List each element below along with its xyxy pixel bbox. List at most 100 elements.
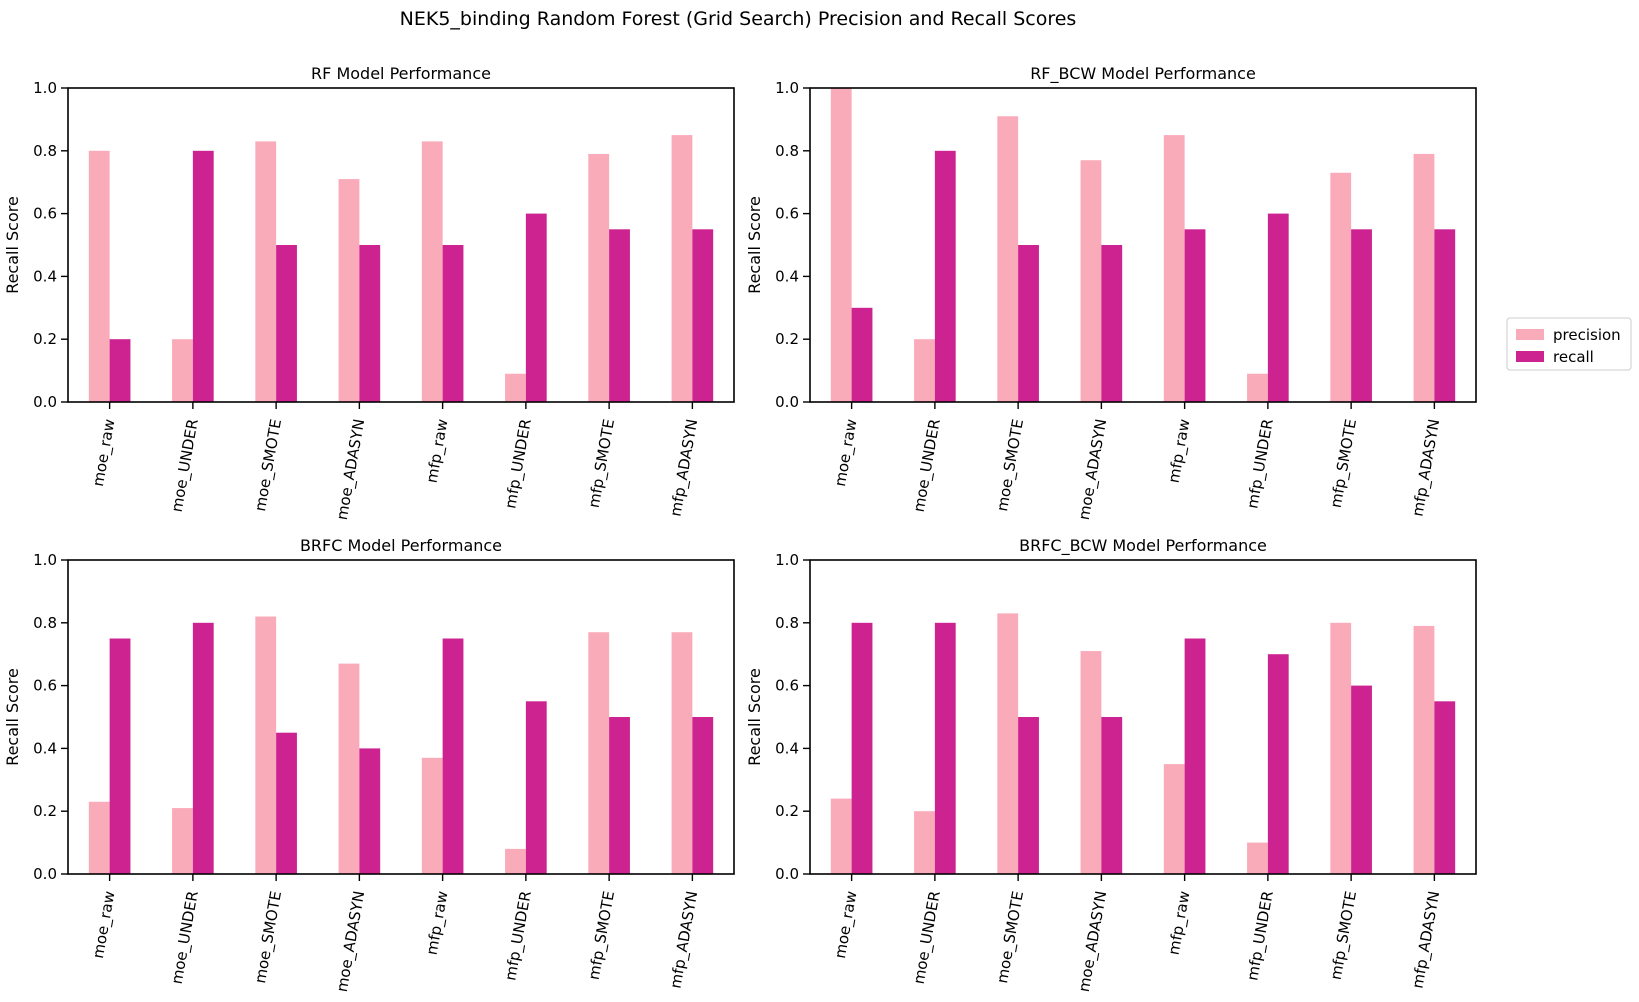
bar-precision-mfp_UNDER	[1247, 842, 1268, 874]
y-tick-label: 0.8	[33, 614, 57, 632]
y-tick-label: 0.6	[775, 205, 799, 223]
y-tick-label: 0.6	[775, 677, 799, 695]
bar-recall-moe_UNDER	[934, 622, 956, 874]
y-tick-label: 0.0	[775, 393, 799, 411]
bar-recall-mfp_ADASYN	[692, 229, 714, 402]
bar-recall-moe_UNDER	[192, 150, 214, 402]
bar-recall-moe_SMOTE	[276, 245, 297, 402]
y-axis-label: Recall Score	[745, 668, 764, 766]
x-tick-label: moe_UNDER	[168, 890, 203, 986]
bar-recall-moe_ADASYN	[1101, 245, 1123, 402]
bar-recall-mfp_SMOTE	[1351, 229, 1372, 402]
bar-recall-moe_raw	[109, 638, 131, 874]
bar-precision-moe_UNDER	[914, 811, 935, 874]
bar-precision-moe_ADASYN	[338, 179, 360, 402]
bar-recall-mfp_SMOTE	[609, 717, 630, 874]
bar-precision-mfp_raw	[1163, 135, 1185, 402]
x-tick-label: moe_raw	[831, 418, 862, 488]
x-tick-label: mfp_SMOTE	[1327, 890, 1361, 982]
bar-precision-moe_ADASYN	[1080, 651, 1102, 874]
bar-precision-mfp_SMOTE	[1330, 172, 1352, 402]
bar-recall-mfp_ADASYN	[1434, 701, 1456, 874]
bar-precision-moe_ADASYN	[1080, 160, 1102, 402]
figure-suptitle: NEK5_binding Random Forest (Grid Search)…	[400, 8, 1077, 30]
subplot-2: RF_BCW Model Performance 0.0 0.2 0.4 0.6 0.8 1…	[745, 64, 1477, 522]
x-tick-label: moe_ADASYN	[1075, 890, 1111, 994]
legend: precision recall	[1506, 317, 1632, 371]
x-tick-label: mfp_ADASYN	[1408, 890, 1444, 990]
bar-recall-moe_UNDER	[934, 150, 956, 402]
bar-recall-moe_ADASYN	[359, 748, 381, 874]
bar-recall-moe_SMOTE	[1018, 245, 1039, 402]
y-tick-label: 0.6	[33, 677, 57, 695]
axes-frame	[67, 87, 735, 403]
x-tick-label: moe_ADASYN	[1075, 418, 1111, 522]
x-tick-label: mfp_SMOTE	[585, 418, 619, 510]
bar-precision-moe_raw	[88, 801, 110, 874]
y-tick-label: 0.4	[33, 267, 57, 285]
bar-precision-mfp_raw	[421, 757, 443, 874]
legend-swatch-recall	[1516, 351, 1544, 362]
x-tick-label: moe_raw	[89, 890, 120, 960]
bar-recall-mfp_ADASYN	[1434, 229, 1456, 402]
axes-frame	[809, 559, 1477, 875]
bar-precision-mfp_raw	[1163, 764, 1185, 874]
bar-precision-mfp_SMOTE	[588, 632, 610, 874]
x-tick-label: moe_raw	[831, 890, 862, 960]
bar-recall-mfp_UNDER	[1267, 654, 1289, 874]
x-tick-label: mfp_raw	[423, 418, 453, 485]
bar-recall-moe_UNDER	[192, 622, 214, 874]
bar-recall-mfp_raw	[1184, 229, 1206, 402]
y-tick-label: 0.2	[775, 330, 799, 348]
y-tick-label: 0.8	[775, 142, 799, 160]
x-tick-label: moe_UNDER	[910, 418, 945, 514]
x-tick-label: mfp_UNDER	[1243, 890, 1277, 983]
y-tick-label: 1.0	[775, 79, 799, 97]
bar-recall-moe_ADASYN	[1101, 717, 1123, 874]
bar-precision-mfp_ADASYN	[671, 135, 693, 402]
x-tick-label: moe_raw	[89, 418, 120, 488]
y-axis-label: Recall Score	[3, 668, 22, 766]
bar-precision-mfp_UNDER	[505, 848, 526, 874]
bar-recall-moe_raw	[851, 622, 873, 874]
y-tick-label: 0.2	[33, 330, 57, 348]
x-tick-label: mfp_UNDER	[501, 890, 535, 983]
subplot-title: RF Model Performance	[311, 64, 491, 83]
legend-label-precision: precision	[1553, 326, 1621, 344]
bar-precision-moe_SMOTE	[255, 141, 277, 402]
x-tick-label: mfp_ADASYN	[666, 890, 702, 990]
y-tick-label: 1.0	[775, 551, 799, 569]
bar-recall-moe_SMOTE	[276, 732, 297, 874]
bar-recall-mfp_UNDER	[1267, 213, 1289, 402]
x-tick-label: moe_UNDER	[910, 890, 945, 986]
y-tick-label: 0.8	[775, 614, 799, 632]
x-tick-label: moe_UNDER	[168, 418, 203, 514]
x-tick-label: moe_SMOTE	[251, 890, 286, 985]
subplot-1: RF Model Performance 0.0 0.2 0.4 0.6 0.8 1.0 Re…	[3, 64, 735, 522]
x-tick-label: moe_SMOTE	[993, 418, 1028, 513]
bar-precision-moe_SMOTE	[997, 613, 1019, 874]
bar-precision-mfp_ADASYN	[671, 632, 693, 874]
x-tick-label: mfp_raw	[423, 890, 453, 957]
bar-recall-mfp_raw	[442, 245, 464, 402]
bar-recall-mfp_UNDER	[525, 701, 547, 874]
bar-precision-mfp_SMOTE	[588, 153, 610, 402]
y-tick-label: 1.0	[33, 551, 57, 569]
legend-label-recall: recall	[1553, 348, 1594, 366]
axes-frame	[67, 559, 735, 875]
bar-precision-mfp_UNDER	[1247, 373, 1268, 402]
bar-precision-moe_UNDER	[914, 339, 935, 402]
x-tick-label: mfp_raw	[1165, 418, 1195, 485]
bar-recall-mfp_UNDER	[525, 213, 547, 402]
y-tick-label: 0.2	[33, 802, 57, 820]
y-tick-label: 1.0	[33, 79, 57, 97]
bar-precision-mfp_raw	[421, 141, 443, 402]
x-tick-label: moe_ADASYN	[333, 890, 369, 994]
y-tick-label: 0.4	[33, 739, 57, 757]
y-axis-label: Recall Score	[3, 196, 22, 294]
y-tick-label: 0.6	[33, 205, 57, 223]
y-tick-label: 0.2	[775, 802, 799, 820]
bar-recall-mfp_SMOTE	[1351, 685, 1372, 874]
bar-recall-moe_ADASYN	[359, 245, 381, 402]
